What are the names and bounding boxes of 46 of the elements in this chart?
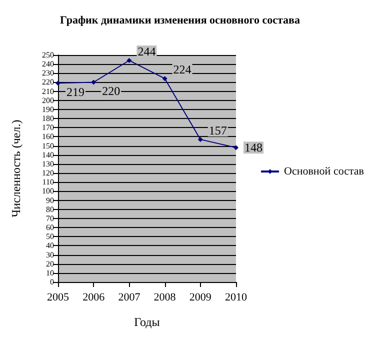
y-tick-label: 80 — [46, 204, 54, 214]
y-tick-label: 180 — [42, 114, 54, 124]
data-label: 244 — [138, 44, 156, 58]
y-tick-label: 30 — [46, 250, 54, 260]
y-tick-label: 70 — [46, 214, 54, 223]
y-tick-label: 40 — [46, 241, 54, 250]
y-tick-label: 220 — [42, 78, 54, 87]
y-tick-label: 170 — [42, 123, 54, 132]
y-tick-label: 230 — [42, 68, 54, 78]
y-tick-label: 250 — [42, 50, 54, 60]
legend-label: Основной состав — [284, 166, 364, 178]
y-tick-label: 200 — [42, 96, 54, 105]
x-tick-label: 2010 — [225, 292, 248, 304]
y-tick-label: 100 — [42, 186, 54, 196]
point — [91, 80, 96, 85]
data-label: 219 — [66, 85, 84, 100]
data-label: 157 — [208, 123, 227, 138]
y-tick-label: 20 — [46, 259, 54, 268]
y-tick-label: 150 — [42, 141, 54, 150]
y-tick-label: 60 — [46, 223, 54, 232]
y-tick-label: 140 — [42, 150, 54, 160]
y-tick-label: 90 — [46, 196, 54, 205]
point — [162, 76, 168, 82]
x-tick-label: 2007 — [118, 292, 141, 304]
point — [198, 136, 203, 142]
data-label: 148 — [244, 140, 262, 155]
y-tick-label: 210 — [42, 86, 54, 96]
y-axis-title: Численность (чел.) — [9, 120, 23, 218]
data-label: 220 — [102, 84, 120, 98]
chart-title: График динамики изменения основного состава — [60, 14, 300, 26]
y-tick-label: 160 — [42, 132, 54, 142]
y-tick-label: 240 — [42, 60, 54, 69]
x-tick-label: 2009 — [189, 292, 212, 304]
x-tick-label: 2005 — [47, 292, 70, 304]
y-tick-label: 130 — [42, 159, 54, 168]
point — [234, 145, 238, 150]
x-tick-label: 2006 — [82, 292, 106, 304]
point — [126, 58, 132, 63]
y-tick-label: 120 — [42, 168, 54, 178]
y-tick-label: 190 — [42, 104, 54, 114]
y-tick-label: 50 — [46, 232, 54, 242]
point — [56, 80, 60, 86]
data-label: 224 — [173, 62, 192, 77]
y-tick-label: 110 — [42, 178, 54, 187]
x-tick-label: 2008 — [154, 292, 176, 304]
x-axis-title: Годы — [134, 315, 160, 329]
